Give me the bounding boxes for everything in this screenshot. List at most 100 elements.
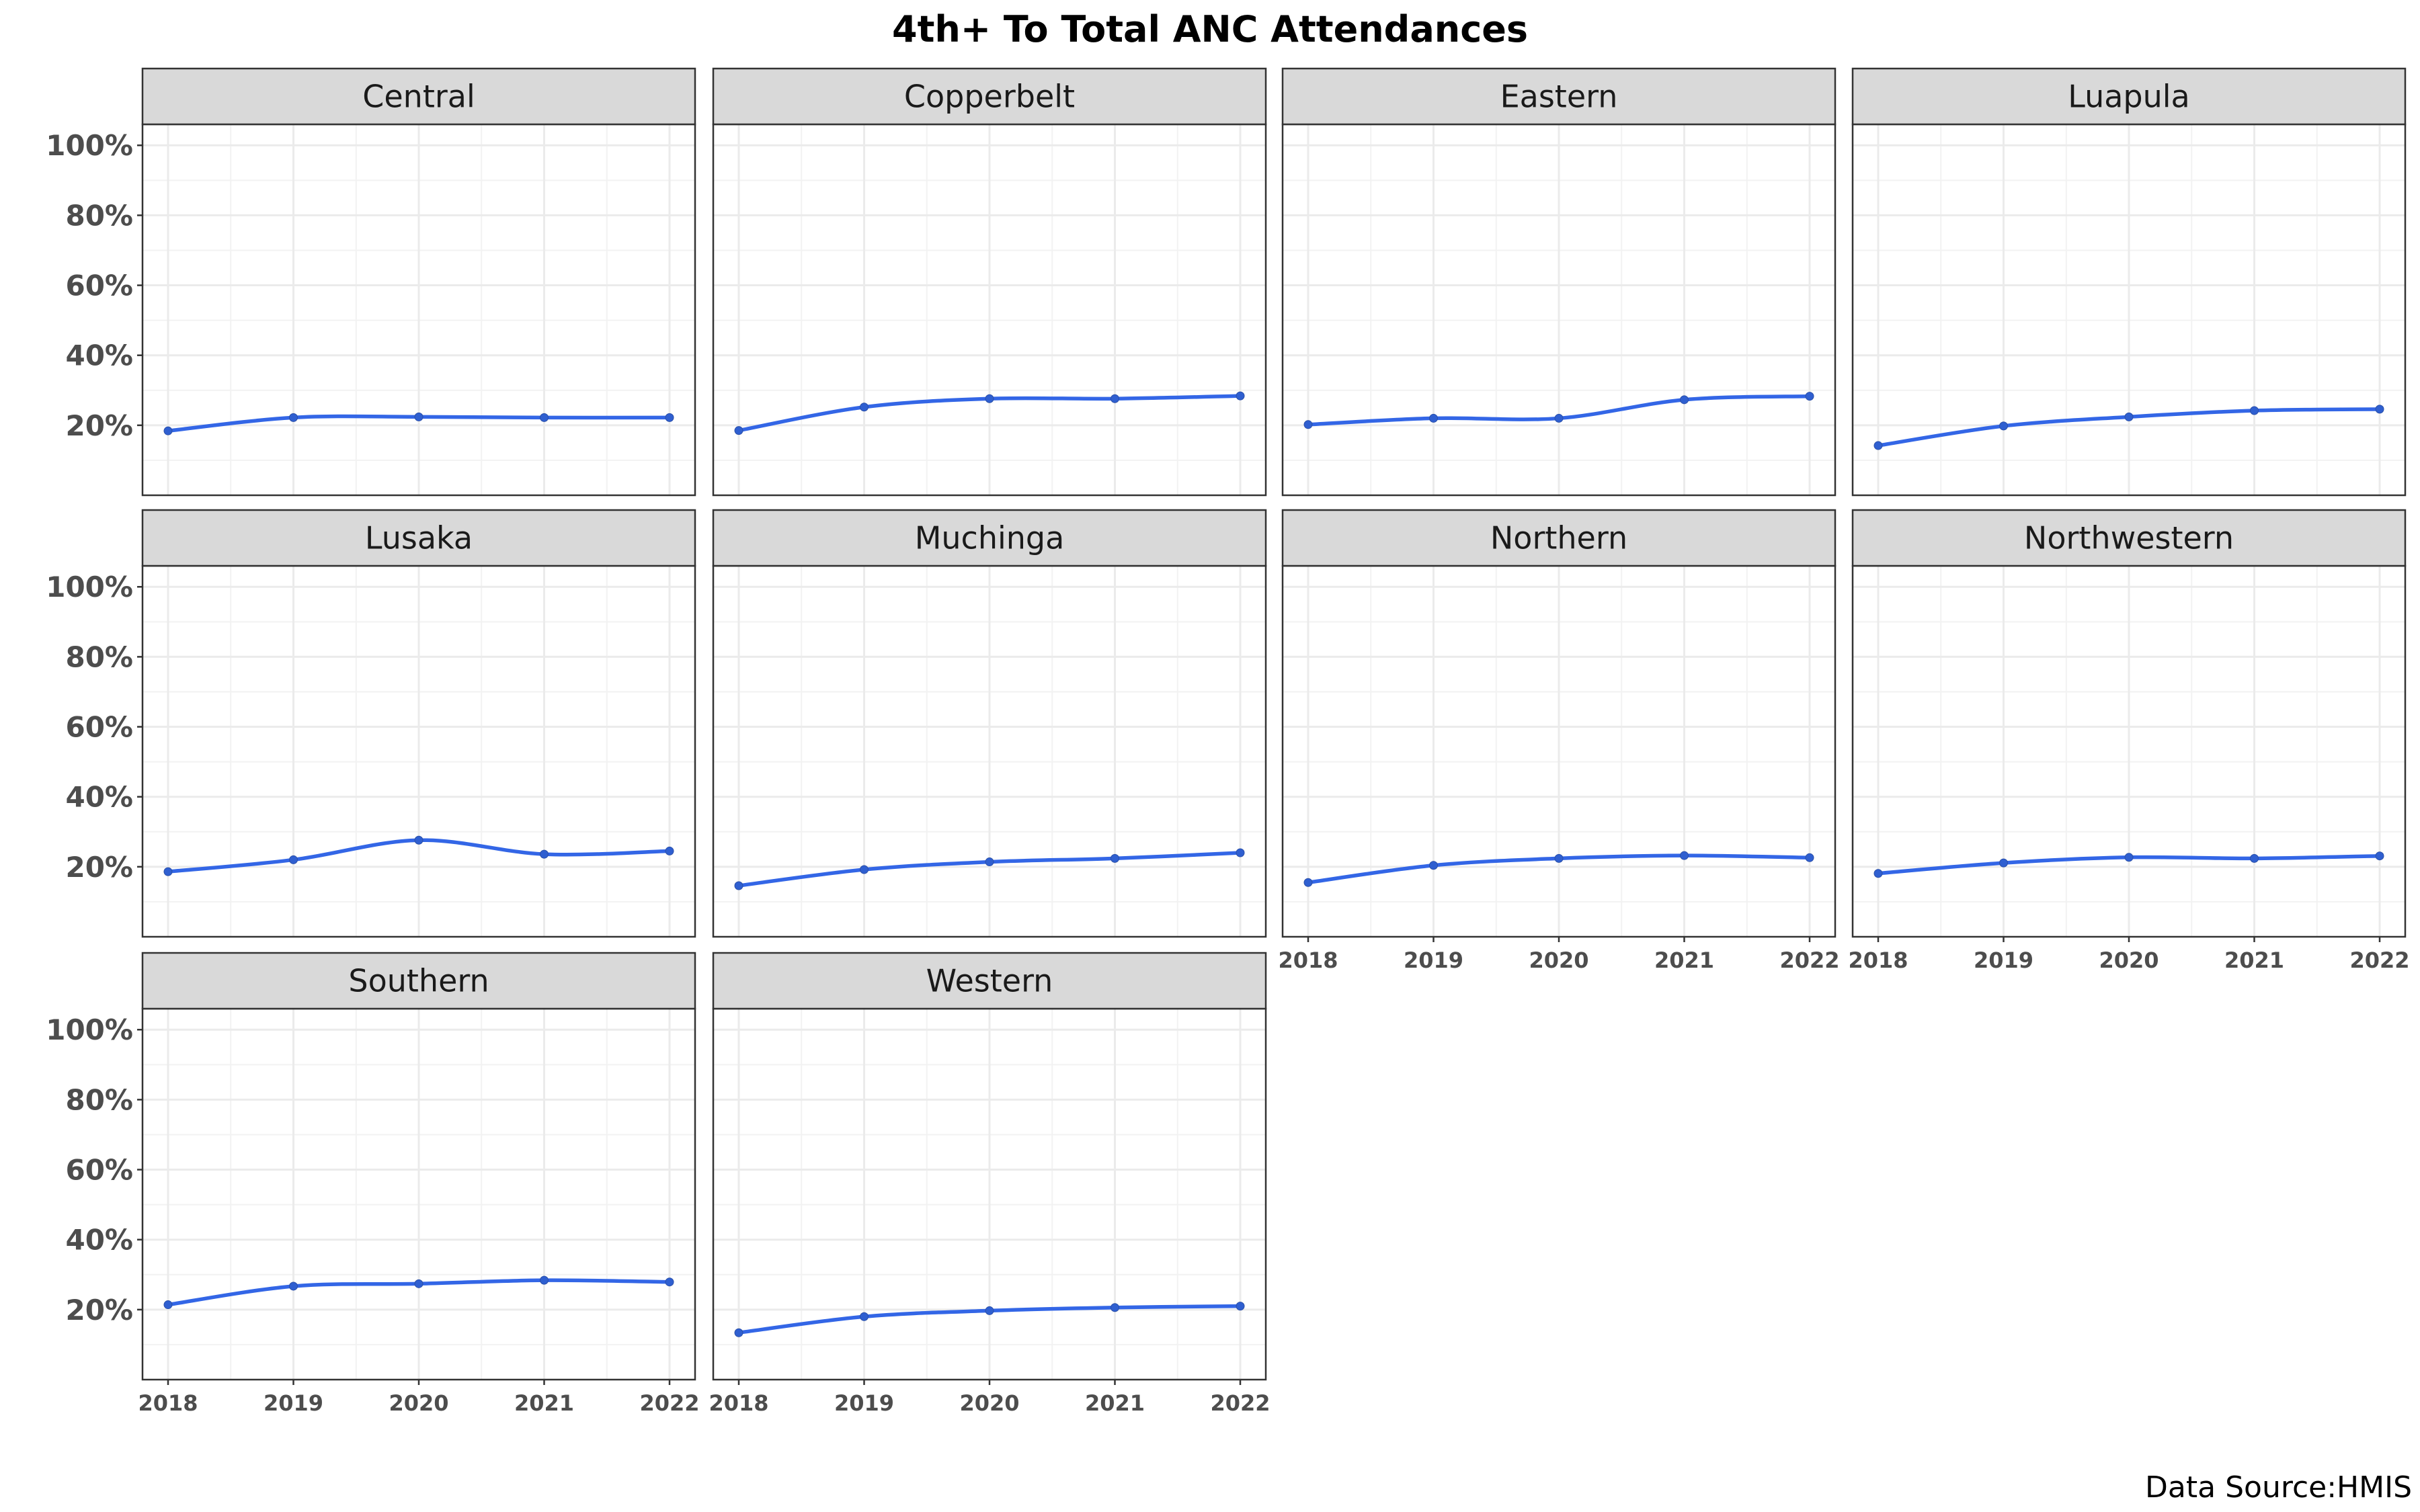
facet-strip (1281, 509, 1837, 567)
data-point-eastern-2018 (1303, 420, 1313, 429)
data-point-luapula-2019 (1999, 421, 2008, 431)
data-point-northern-2020 (1554, 853, 1564, 863)
data-point-luapula-2022 (2375, 405, 2384, 414)
data-point-muchinga-2019 (860, 865, 869, 874)
data-point-muchinga-2021 (1111, 853, 1119, 863)
data-point-northern-2022 (1805, 853, 1814, 862)
data-point-luapula-2021 (2250, 406, 2259, 415)
facet-lusaka: Lusaka 20% 40% 60% 80% 100% (46, 509, 696, 938)
data-point-northwestern-2020 (2124, 853, 2134, 862)
data-point-eastern-2019 (1429, 413, 1438, 423)
x-tick-label: 2022 (639, 1390, 699, 1416)
data-point-central-2022 (665, 413, 674, 422)
x-tick-label: 2020 (1529, 948, 1588, 973)
facet-strip-label: Western (926, 963, 1053, 999)
data-point-muchinga-2022 (1236, 848, 1245, 857)
y-tick-label: 20% (65, 851, 133, 884)
facet-strip-label: Southern (348, 963, 489, 999)
facet-strip (141, 509, 696, 567)
data-point-central-2021 (540, 413, 549, 422)
x-tick-label: 2020 (959, 1390, 1019, 1416)
data-point-western-2018 (734, 1328, 743, 1337)
facet-muchinga: Muchinga (712, 509, 1267, 938)
data-point-northern-2018 (1303, 878, 1313, 887)
y-tick-label: 60% (65, 269, 133, 302)
facet-strip-label: Northern (1490, 520, 1627, 556)
x-tick-label: 2019 (264, 1390, 323, 1416)
facet-luapula: Luapula (1851, 67, 2407, 497)
x-tick-label: 2020 (389, 1390, 448, 1416)
data-point-lusaka-2018 (163, 867, 173, 876)
data-point-central-2019 (289, 413, 298, 422)
data-point-copperbelt-2022 (1236, 391, 1245, 401)
data-point-copperbelt-2020 (985, 394, 994, 403)
data-point-northwestern-2018 (1873, 869, 1883, 878)
facet-strip-label: Central (362, 79, 475, 115)
x-tick-label: 2022 (1210, 1390, 1270, 1416)
data-point-lusaka-2019 (289, 855, 298, 864)
data-point-southern-2022 (665, 1277, 674, 1287)
data-point-northern-2021 (1680, 851, 1689, 860)
facet-strip (1851, 67, 2407, 126)
facet-strip-label: Eastern (1500, 79, 1618, 115)
x-tick-label: 2018 (1848, 948, 1908, 973)
y-tick-label: 80% (65, 1083, 133, 1116)
facet-strip (712, 67, 1267, 126)
data-point-central-2018 (163, 426, 173, 435)
x-tick-label: 2021 (1085, 1390, 1145, 1416)
facet-strip-label: Luapula (2068, 79, 2189, 115)
data-point-luapula-2020 (2124, 412, 2134, 421)
facet-grid: Central 20% 40% 60% 80% 100% Copperbelt Eastern… (46, 67, 2410, 1416)
x-tick-label: 2019 (834, 1390, 894, 1416)
data-point-southern-2020 (414, 1279, 424, 1288)
facet-strip (1851, 509, 2407, 567)
data-point-northwestern-2019 (1999, 858, 2008, 868)
data-point-western-2021 (1111, 1303, 1119, 1312)
data-point-northwestern-2021 (2250, 853, 2259, 863)
data-point-western-2022 (1236, 1302, 1245, 1311)
x-tick-label: 2018 (709, 1390, 768, 1416)
y-tick-label: 40% (65, 1224, 133, 1257)
data-point-lusaka-2021 (540, 849, 549, 859)
facet-strip (141, 952, 696, 1010)
facet-strip-label: Northwestern (2024, 520, 2234, 556)
y-tick-label: 40% (65, 781, 133, 814)
x-tick-label: 2019 (1974, 948, 2033, 973)
x-tick-label: 2021 (514, 1390, 574, 1416)
y-tick-label: 100% (46, 129, 133, 162)
facet-western: Western 2018 2019 2020 2021 2022 (709, 952, 1270, 1416)
x-tick-label: 2018 (138, 1390, 198, 1416)
data-point-lusaka-2022 (665, 846, 674, 855)
data-point-eastern-2022 (1805, 392, 1814, 401)
y-tick-label: 100% (46, 1013, 133, 1046)
data-point-copperbelt-2019 (860, 403, 869, 412)
y-tick-label: 40% (65, 339, 133, 372)
data-point-southern-2018 (163, 1300, 173, 1310)
facet-strip-label: Lusaka (365, 520, 473, 556)
x-tick-label: 2020 (2099, 948, 2159, 973)
data-point-northern-2019 (1429, 861, 1438, 870)
y-tick-label: 20% (65, 409, 133, 442)
y-tick-label: 80% (65, 640, 133, 673)
data-point-lusaka-2020 (414, 835, 424, 845)
x-tick-label: 2022 (1779, 948, 1839, 973)
data-point-western-2019 (860, 1312, 869, 1321)
y-tick-label: 20% (65, 1294, 133, 1327)
facet-strip (712, 509, 1267, 567)
facet-northern: Northern 2018 2019 2020 2021 2022 (1278, 509, 1840, 973)
facet-southern: Southern 20% 40% 60% 80% 100% 2018 2019 2020 2021… (46, 952, 700, 1416)
x-tick-label: 2019 (1404, 948, 1463, 973)
x-tick-label: 2018 (1278, 948, 1338, 973)
facet-northwestern: Northwestern 2018 2019 2020 2021 2022 (1848, 509, 2410, 973)
data-source-caption: Data Source:HMIS (2145, 1470, 2412, 1505)
data-point-eastern-2020 (1554, 413, 1564, 423)
data-point-luapula-2018 (1873, 441, 1883, 450)
facet-strip (712, 952, 1267, 1010)
facet-strip-label: Copperbelt (904, 79, 1075, 115)
data-point-southern-2021 (540, 1275, 549, 1285)
data-point-copperbelt-2018 (734, 426, 743, 435)
data-point-copperbelt-2021 (1111, 394, 1119, 403)
data-point-western-2020 (985, 1306, 994, 1315)
data-point-central-2020 (414, 412, 424, 421)
